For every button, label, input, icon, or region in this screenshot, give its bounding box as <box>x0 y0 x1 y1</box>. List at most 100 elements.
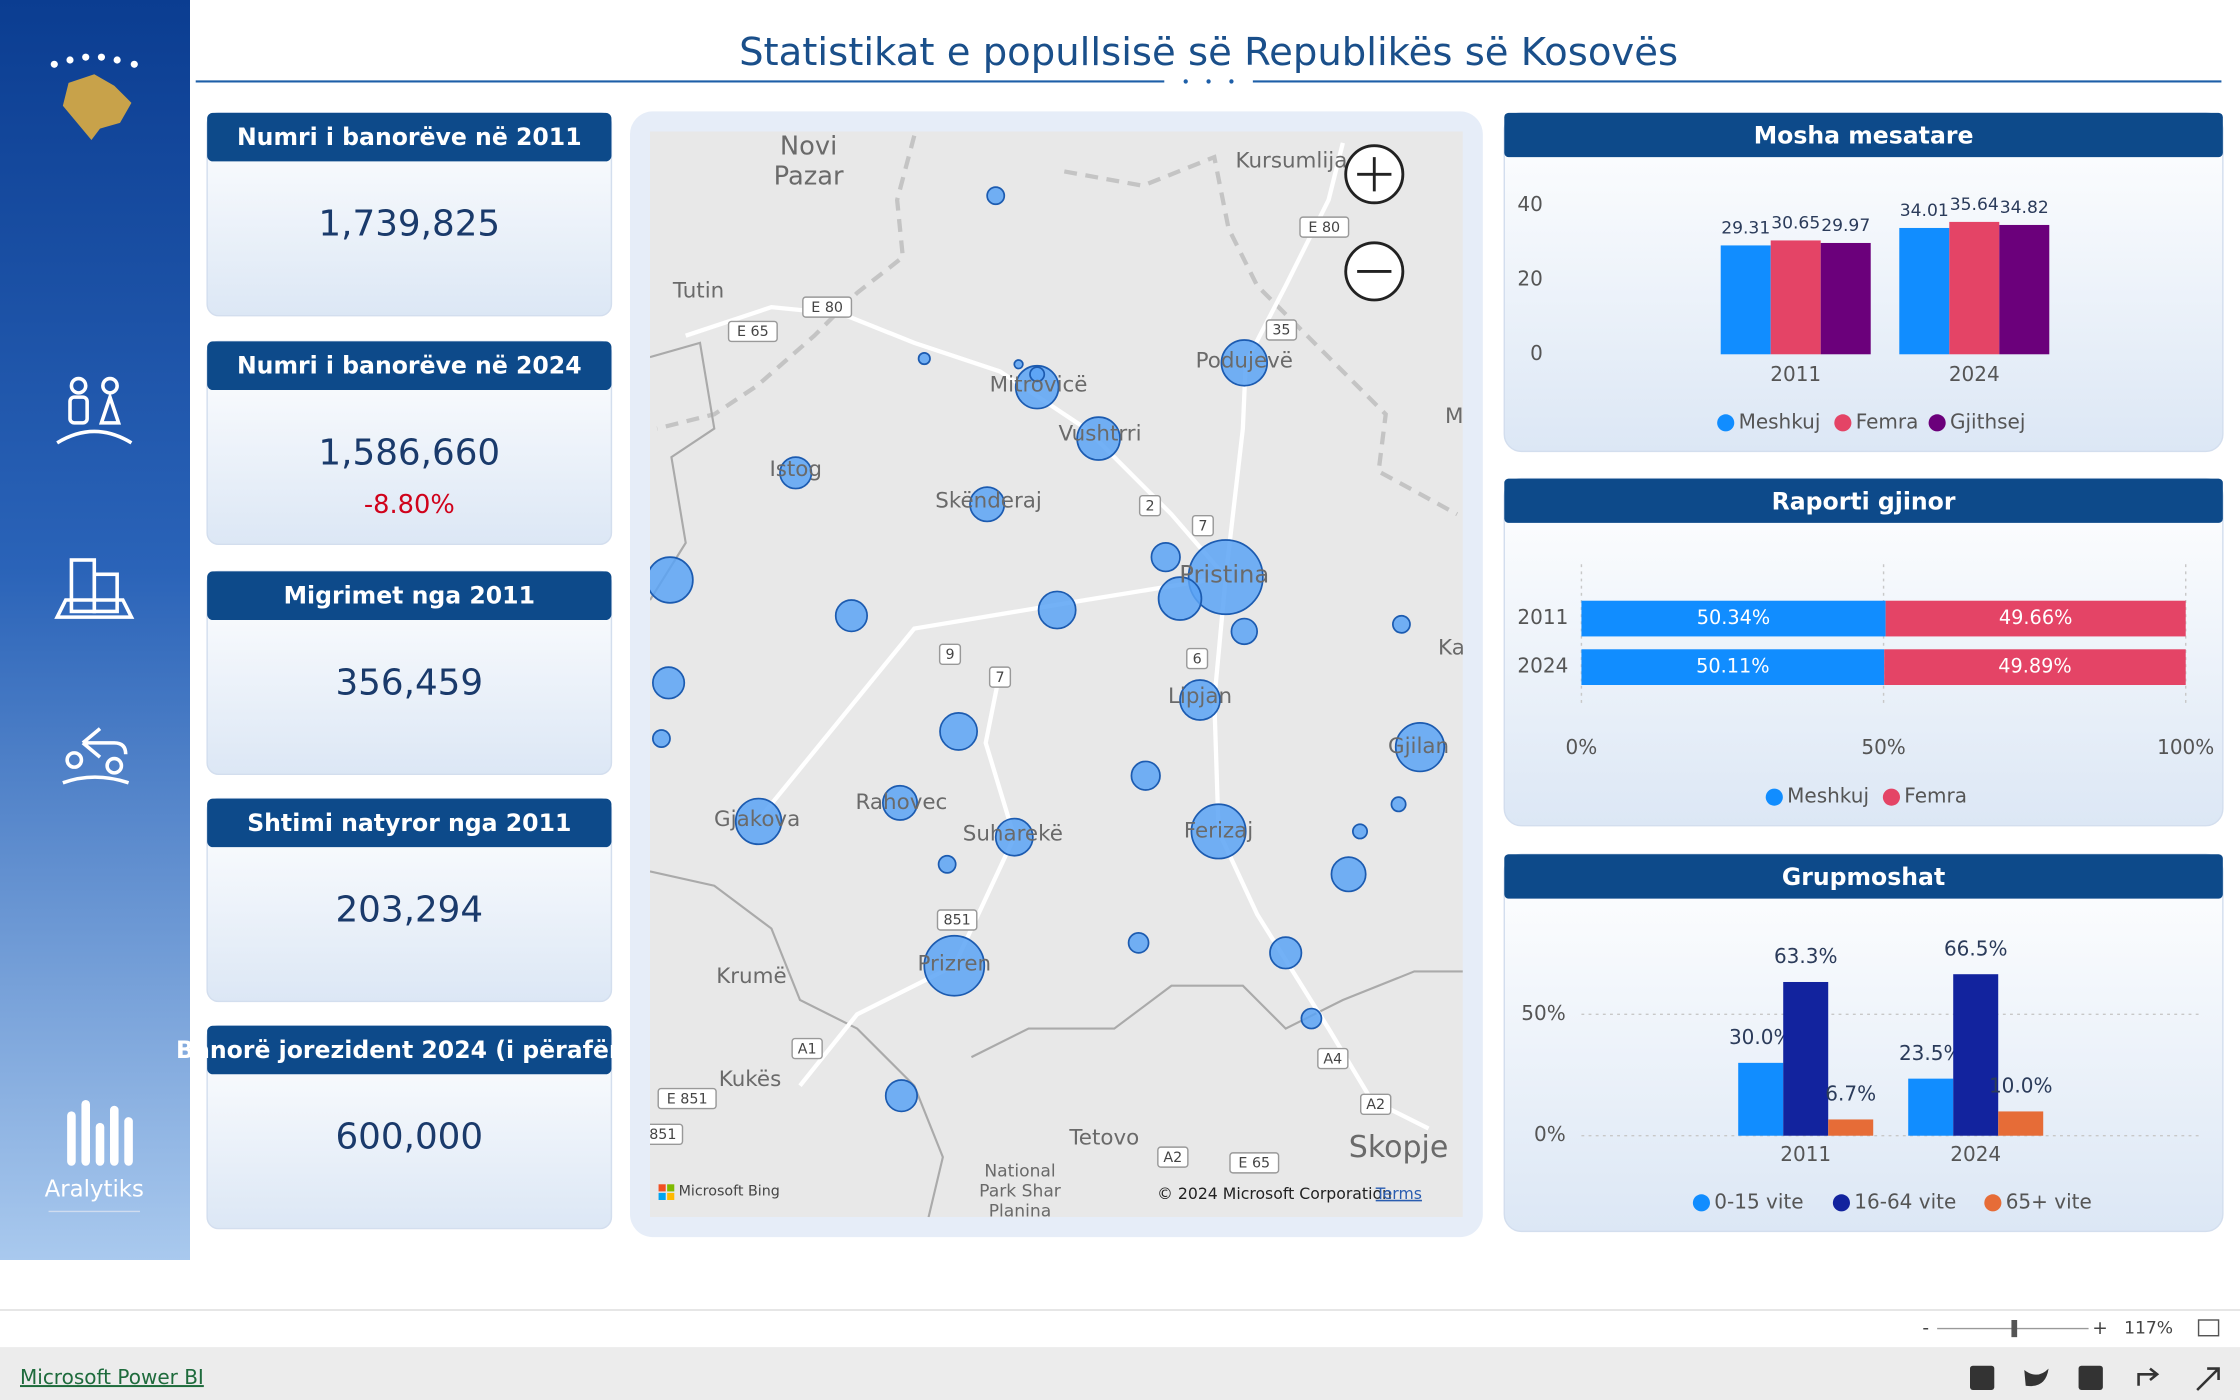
map-bubble[interactable] <box>734 797 783 846</box>
map-bubble[interactable] <box>1013 359 1024 370</box>
map-bubble[interactable] <box>779 456 813 490</box>
map-bubble[interactable] <box>1230 617 1258 646</box>
zoom-in-button[interactable] <box>1344 144 1405 205</box>
y-tick-label: 50% <box>1521 1001 1565 1025</box>
map-bubble[interactable] <box>1190 803 1247 860</box>
map-bubble[interactable] <box>884 1079 918 1113</box>
map-bubble[interactable] <box>1330 856 1367 893</box>
map-bubble[interactable] <box>923 934 986 997</box>
map-bubble[interactable] <box>969 486 1006 523</box>
x-tick-label: 2011 <box>1780 1142 1831 1166</box>
map-bubble[interactable] <box>647 556 694 604</box>
map-bubble[interactable] <box>994 817 1034 857</box>
place-label: Prizren <box>917 951 991 976</box>
nav-buildings[interactable] <box>54 558 135 619</box>
map-bubble[interactable] <box>1179 679 1221 721</box>
zoom-thumb[interactable] <box>2011 1320 2018 1338</box>
place-label: Park Shar <box>979 1181 1062 1201</box>
data-label: 23.5% <box>1899 1041 1963 1065</box>
legend-label[interactable]: Gjithsej <box>1950 409 2025 433</box>
map-bubble[interactable] <box>1269 936 1303 970</box>
map-bubble[interactable] <box>1392 614 1411 634</box>
legend-label[interactable]: 0-15 vite <box>1714 1189 1803 1213</box>
map-bubble[interactable] <box>1187 539 1264 616</box>
bing-logo <box>658 1184 675 1200</box>
map-bubble[interactable] <box>1352 823 1368 840</box>
legend-marker <box>1834 414 1852 432</box>
map-bubble[interactable] <box>1150 542 1181 573</box>
logo <box>50 53 138 140</box>
data-label: 50.34% <box>1697 606 1770 629</box>
bar <box>1783 981 1829 1136</box>
map-bubble[interactable] <box>1014 364 1060 410</box>
map-bubble[interactable] <box>937 854 957 874</box>
map-bubble[interactable] <box>986 186 1006 206</box>
fit-page[interactable] <box>2197 1319 2220 1337</box>
nav-population[interactable] <box>56 376 133 445</box>
road-label: 7 <box>995 670 1004 686</box>
map-bubble[interactable] <box>1300 1007 1323 1030</box>
kpi-title: Banorë jorezident 2024 (i përafërt) <box>176 1036 642 1064</box>
map-borders <box>656 135 1459 517</box>
kpi-title: Numri i banorëve në 2011 <box>237 123 582 151</box>
zoom-out[interactable]: - <box>1922 1318 1929 1339</box>
nav-migration[interactable] <box>62 727 130 785</box>
kpi-value: 203,294 <box>335 889 483 930</box>
linkedin[interactable] <box>2078 1365 2103 1390</box>
bar <box>1738 1062 1784 1136</box>
legend-label[interactable]: Meshkuj <box>1739 409 1821 433</box>
zoom-in[interactable]: + <box>2092 1318 2108 1339</box>
legend-label[interactable]: 16-64 vite <box>1854 1189 1956 1213</box>
road-sign <box>1191 515 1214 537</box>
map-bubble[interactable] <box>917 352 931 366</box>
road-sign <box>938 643 962 665</box>
x-tick-label: 2024 <box>1949 362 2000 386</box>
map-bubble[interactable] <box>1076 416 1121 461</box>
legend-label[interactable]: 65+ vite <box>2006 1189 2092 1213</box>
map-bubble[interactable] <box>834 599 868 633</box>
map-bubble[interactable] <box>652 666 686 700</box>
fullscreen[interactable] <box>2196 1367 2220 1391</box>
road-sign <box>650 1123 684 1145</box>
powerbi-link[interactable]: Microsoft Power BI <box>20 1365 204 1389</box>
place-label: Tetovo <box>1068 1126 1139 1151</box>
map-terms[interactable]: Terms <box>1375 1184 1422 1203</box>
map-bubble[interactable] <box>1390 796 1407 813</box>
zoom-level: 117% <box>2124 1319 2173 1339</box>
map-bubble[interactable] <box>652 729 671 748</box>
map-bubble[interactable] <box>1127 932 1150 954</box>
share[interactable] <box>2137 1367 2160 1386</box>
chart-panel <box>1503 853 2224 1233</box>
twitter[interactable] <box>2024 1368 2049 1387</box>
data-label: 50.11% <box>1696 655 1769 678</box>
legend-label[interactable]: Femra <box>1856 409 1919 433</box>
place-label: Suharekë <box>963 821 1063 846</box>
charts: Mosha mesatare 0 20 40 2011 29.31 30.65 29.97 20… <box>1503 112 2224 1233</box>
kpi-header <box>207 1025 612 1075</box>
chart-title: Mosha mesatare <box>1754 122 1974 150</box>
bar <box>1999 224 2050 355</box>
map-bubble[interactable] <box>1130 760 1161 791</box>
data-label: 66.5% <box>1944 936 2008 960</box>
facebook[interactable] <box>1970 1365 1995 1390</box>
kpi-title: Migrimet nga 2011 <box>284 582 535 610</box>
bar <box>1720 245 1771 355</box>
map-bubble[interactable] <box>1220 339 1268 387</box>
map-bubble[interactable] <box>882 784 918 821</box>
map-provider: Microsoft Bing <box>679 1183 780 1199</box>
data-label: 63.3% <box>1774 944 1838 968</box>
map-bubble[interactable] <box>939 712 978 751</box>
zoom-out-button[interactable] <box>1344 241 1405 302</box>
map-bubble[interactable] <box>1029 366 1046 383</box>
bar-segment <box>1581 649 1885 685</box>
map-background <box>650 131 1463 1218</box>
map-bubble[interactable] <box>1037 590 1077 630</box>
legend-label[interactable]: Meshkuj <box>1787 784 1869 808</box>
road-label: A1 <box>798 1041 817 1057</box>
place-label: Rahovec <box>856 790 948 815</box>
map-bubble[interactable] <box>1394 722 1446 773</box>
y-tick-label: 0% <box>1534 1122 1566 1146</box>
legend-label[interactable]: Femra <box>1904 784 1967 808</box>
map-bubble[interactable] <box>1157 576 1203 621</box>
